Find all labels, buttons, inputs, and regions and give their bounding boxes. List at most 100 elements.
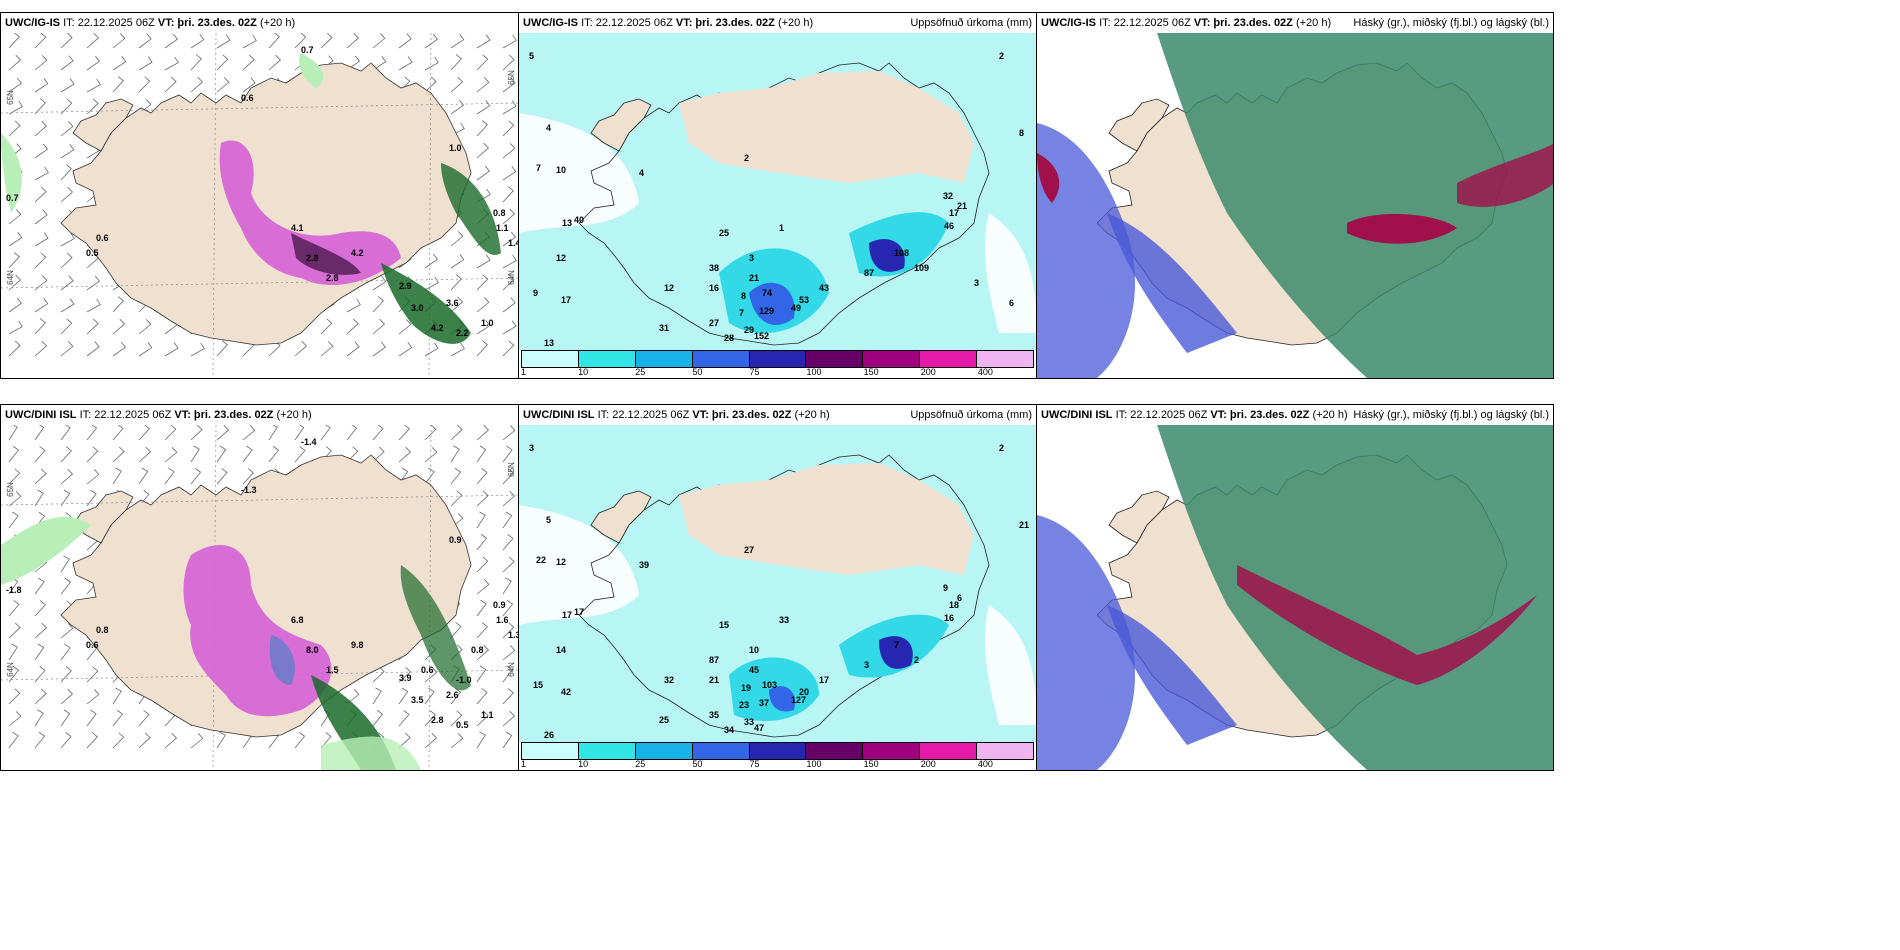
init-time: IT: 22.12.2025 06Z (63, 17, 155, 29)
value-label: 12 (664, 283, 675, 293)
value-label: 43 (819, 283, 830, 293)
colorbar-segment (749, 351, 807, 367)
value-label: 8 (741, 291, 747, 301)
cloud-map-panel: UWC/IG-IS IT: 22.12.2025 06Z VT: þri. 23… (1036, 12, 1554, 379)
colorbar-tick: 50 (692, 367, 703, 377)
colorbar-tick: 400 (977, 759, 993, 769)
colorbar-segment (522, 743, 579, 759)
value-label: 42 (561, 687, 572, 697)
map-graphic (519, 33, 1036, 378)
wind-map-panel: UWC/IG-IS IT: 22.12.2025 06Z VT: þri. 23… (0, 12, 519, 379)
value-label: 21 (1019, 520, 1030, 530)
graticule-label: 64N (5, 270, 15, 285)
colorbar-segment (635, 743, 693, 759)
value-label: 20 (799, 687, 810, 697)
value-label: 3 (974, 278, 980, 288)
value-label: 23 (739, 700, 750, 710)
map-graphic (519, 425, 1036, 770)
init-time: IT: 22.12.2025 06Z (79, 409, 172, 421)
value-label: 33 (744, 717, 755, 727)
colorbar-segment (920, 743, 978, 759)
graticule-label: 65N (506, 70, 516, 85)
precip-colorbar: 1 10 25 50 75 100 150 200 400 (519, 350, 1036, 378)
colorbar-tick: 150 (863, 759, 879, 769)
value-label: 2 (999, 51, 1005, 61)
value-label: 8 (1019, 128, 1025, 138)
value-label: 46 (944, 221, 955, 231)
value-label: 34 (724, 725, 735, 735)
value-label: 0.8 (471, 645, 484, 655)
lead-time: (+20 h) (1312, 409, 1348, 421)
value-label: 35 (709, 710, 720, 720)
colorbar-segment (806, 351, 864, 367)
value-label: 1.6 (496, 615, 509, 625)
value-label: 16 (944, 613, 955, 623)
value-label: 40 (574, 215, 585, 225)
value-label: 2 (999, 443, 1005, 453)
valid-time: VT: þri. 23.des. 02Z (174, 409, 274, 421)
colorbar-segment (806, 743, 864, 759)
field-description: Háský (gr.), miðský (fj.bl.) og lágský (… (1353, 409, 1549, 421)
value-label: 4 (639, 168, 645, 178)
model-name: UWC/IG-IS (523, 17, 578, 29)
value-label: 2.6 (446, 690, 459, 700)
wind-map-panel: UWC/DINI ISL IT: 22.12.2025 06Z VT: þri.… (0, 404, 519, 771)
valid-time: VT: þri. 23.des. 02Z (1193, 17, 1293, 29)
precip-map-panel: UWC/DINI ISL IT: 22.12.2025 06Z VT: þri.… (518, 404, 1037, 771)
value-label: -1.3 (241, 485, 257, 495)
value-label: 8.0 (306, 645, 319, 655)
colorbar-segment (692, 351, 750, 367)
valid-time: VT: þri. 23.des. 02Z (692, 409, 792, 421)
value-label: 21 (709, 675, 720, 685)
value-label: 1.4 (508, 238, 518, 248)
value-label: 21 (749, 273, 760, 283)
value-label: 1.0 (481, 318, 494, 328)
value-label: 7 (894, 640, 900, 650)
colorbar-segment (749, 743, 807, 759)
value-label: 17 (949, 208, 960, 218)
value-label: 5 (546, 515, 552, 525)
value-label: 3 (864, 660, 870, 670)
precip-colorbar: 1 10 25 50 75 100 150 200 400 (519, 742, 1036, 770)
value-label: 19 (741, 683, 752, 693)
value-label: 32 (943, 191, 954, 201)
value-label: 15 (533, 680, 544, 690)
init-time: IT: 22.12.2025 06Z (1099, 17, 1191, 29)
wind-map: 0.7 0.6 0.7 0.6 0.5 1.0 4.1 2.8 4.2 2.8 2.9 3.0 3.6 4… (1, 33, 518, 378)
value-label: 1.1 (496, 223, 509, 233)
value-label: -1.0 (456, 675, 472, 685)
panel-title: UWC/IG-IS IT: 22.12.2025 06Z VT: þri. 23… (519, 13, 1036, 33)
colorbar-tick: 25 (635, 759, 646, 769)
value-label: 14 (556, 645, 567, 655)
value-label: 1.5 (326, 665, 339, 675)
valid-time: VT: þri. 23.des. 02Z (675, 17, 775, 29)
value-label: 1 (779, 223, 785, 233)
value-label: 0.9 (493, 600, 506, 610)
value-label: 6.8 (291, 615, 304, 625)
value-label: 47 (754, 723, 765, 733)
value-label: 6 (1009, 298, 1015, 308)
value-label: 0.6 (421, 665, 434, 675)
value-label: 0.9 (449, 535, 462, 545)
colorbar-tick: 50 (692, 759, 703, 769)
value-label: 25 (659, 715, 670, 725)
value-label: 2.8 (306, 253, 319, 263)
colorbar-tick: 150 (863, 367, 879, 377)
colorbar-segment (578, 351, 636, 367)
colorbar-tick: 75 (749, 759, 760, 769)
value-label: 2 (744, 153, 750, 163)
graticule-label: 64N (5, 662, 15, 677)
value-label: 127 (791, 695, 807, 705)
value-label: 0.5 (86, 248, 99, 258)
panel-title: UWC/DINI ISL IT: 22.12.2025 06Z VT: þri.… (519, 405, 1036, 425)
value-label: 152 (754, 331, 770, 341)
init-time: IT: 22.12.2025 06Z (581, 17, 673, 29)
value-label: 0.8 (493, 208, 506, 218)
lead-time: (+20 h) (794, 409, 830, 421)
lead-time: (+20 h) (276, 409, 312, 421)
colorbar-tick: 400 (977, 367, 993, 377)
value-label: 39 (639, 560, 650, 570)
value-label: 108 (894, 248, 910, 258)
value-label: 25 (719, 228, 730, 238)
value-label: 17 (561, 295, 572, 305)
